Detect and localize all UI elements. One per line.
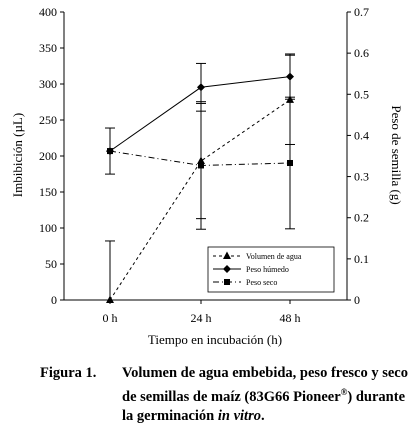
caption-line-3-end: . [260, 407, 265, 424]
legend-label: Volumen de agua [246, 252, 302, 261]
caption-line-2-end: ) durante [347, 388, 406, 405]
series-diamond [105, 53, 295, 175]
data-point-diamond [197, 83, 205, 92]
registered-mark: ® [340, 387, 348, 397]
y-left-tick-label: 0 [51, 293, 57, 307]
series-line [109, 99, 291, 301]
y-left-tick-label: 300 [39, 77, 57, 91]
y-right-tick-label: 0.5 [354, 87, 369, 101]
y-left-tick-label: 200 [39, 149, 57, 163]
y-left-tick-label: 350 [39, 41, 57, 55]
y-right-tick-label: 0.2 [354, 211, 369, 225]
data-point-diamond [286, 72, 294, 81]
legend-label: Peso seco [246, 278, 277, 287]
chart: 0 50 100 150 200 250 300 350 400 0 0.1 0.2 0.3 0.4 0.5… [10, 5, 404, 347]
y-right-tick-label: 0.3 [354, 170, 369, 184]
x-axis-label: Tiempo en incubación (h) [148, 332, 282, 347]
x-tick-label: 24 h [191, 311, 212, 325]
data-point-diamond [223, 265, 231, 273]
y-right-tick-label: 0.7 [354, 5, 369, 19]
y-right-tick-label: 0.6 [354, 46, 369, 60]
data-point-square [287, 159, 293, 166]
series-square [107, 96, 295, 230]
data-point-triangle [106, 295, 114, 303]
caption-prefix: Figura 1. [40, 365, 97, 381]
caption-italic: in vitro [217, 407, 261, 424]
y-axis-label-left: Imbibición (µL) [10, 113, 25, 197]
legend: Volumen de agua Peso húmedo Peso seco [207, 246, 335, 293]
data-point-triangle [223, 251, 231, 259]
y-left-tick-label: 100 [39, 221, 57, 235]
data-point-square [107, 148, 113, 155]
x-tick-label: 0 h [103, 311, 118, 325]
caption-line-1: Volumen de agua embebida, peso fresco y … [122, 365, 408, 381]
y-right-tick-label: 0.1 [354, 252, 369, 266]
y-right-tick-label: 0.4 [354, 128, 369, 142]
y-left-tick-label: 150 [39, 185, 57, 199]
caption-line-2: de semillas de maíz (83G66 Pioneer [122, 388, 341, 405]
y-left-tick-label: 400 [39, 5, 57, 19]
y-right-tick-label: 0 [354, 293, 360, 307]
x-tick-label: 48 h [280, 311, 301, 325]
ticks: 0 50 100 150 200 250 300 350 400 0 0.1 0.2 0.3 0.4 0.5… [39, 5, 369, 325]
data-point-square [198, 162, 204, 169]
series-layer [105, 53, 295, 303]
y-left-tick-label: 250 [39, 113, 57, 127]
y-left-tick-label: 50 [45, 257, 57, 271]
caption-line-3: la germinación [122, 407, 218, 424]
y-axis-label-right: Peso de semilla (g) [389, 105, 404, 204]
legend-label: Peso húmedo [246, 265, 289, 274]
figure-caption: Figura 1. Volumen de agua embebida, peso … [40, 364, 412, 426]
data-point-square [224, 279, 230, 285]
